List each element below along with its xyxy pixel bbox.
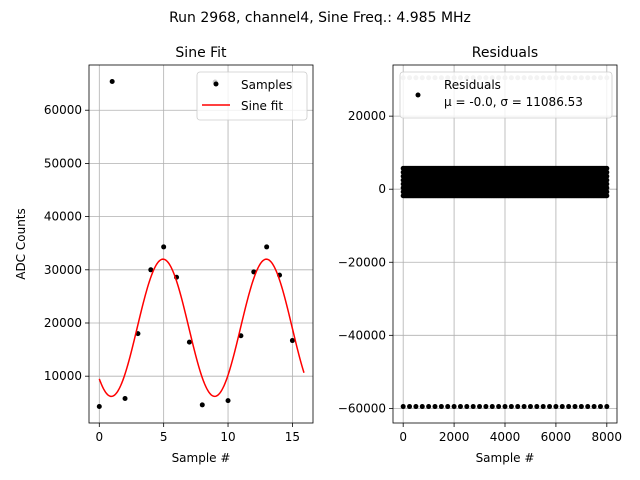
sine-fit-xtick-label: 5 <box>160 430 168 444</box>
residual-outlier-point <box>483 404 489 410</box>
sine-fit-ytick-label: 10000 <box>44 369 82 383</box>
sine-fit-ticks: 0 5 10 15 10000 20000 30000 40000 50000 60000 <box>44 103 300 444</box>
residual-point <box>604 189 610 195</box>
sine-fit-ytick-label: 20000 <box>44 316 82 330</box>
residual-outlier-point <box>470 404 476 410</box>
sample-point <box>109 78 115 84</box>
residuals-xtick-label: 4000 <box>490 430 521 444</box>
sine-fit-line <box>98 258 305 398</box>
residual-outlier-point <box>477 404 483 410</box>
residual-outlier-point <box>464 404 470 410</box>
sine-fit-axes: 0 5 10 15 10000 20000 30000 40000 50000 60000 Sin… <box>14 45 314 465</box>
residuals-ytick-label: 20000 <box>348 109 386 123</box>
legend-residuals-marker <box>415 92 421 98</box>
sine-fit-legend-box <box>196 71 308 121</box>
residual-outlier-point <box>540 404 546 410</box>
residual-outlier-point <box>566 404 572 410</box>
residual-outlier-point <box>591 404 597 410</box>
residual-outlier-point <box>432 404 438 410</box>
residuals-xtick-label: 0 <box>399 430 407 444</box>
sample-point <box>289 338 295 344</box>
sample-point <box>96 404 102 410</box>
sample-point <box>186 339 192 345</box>
residuals-axes: 0 2000 4000 6000 8000 −60000 −40000 −20000 0 2000… <box>338 45 622 465</box>
residuals-ytick-label: −40000 <box>338 328 386 342</box>
sine-fit-ylabel: ADC Counts <box>14 208 28 280</box>
residual-outlier-point <box>572 404 578 410</box>
residuals-ytick-label: −60000 <box>338 401 386 415</box>
sine-fit-xtick-label: 15 <box>285 430 300 444</box>
residual-outlier-point <box>547 404 553 410</box>
residuals-title: Residuals <box>472 45 538 61</box>
legend-sine-fit-label: Sine fit <box>241 99 283 113</box>
sample-point <box>199 402 205 408</box>
sample-point <box>148 267 154 273</box>
residual-point <box>604 181 610 187</box>
residual-outlier-point <box>604 404 610 410</box>
residual-outlier-point <box>527 404 533 410</box>
residual-outlier-point <box>445 404 451 410</box>
sine-fit-ytick-label: 30000 <box>44 263 82 277</box>
residuals-grid <box>393 65 617 423</box>
residuals-legend: Residuals μ = -0.0, σ = 11086.53 <box>399 71 613 119</box>
legend-residuals-label: Residuals <box>444 78 501 92</box>
residuals-xtick-label: 8000 <box>592 430 623 444</box>
residual-outlier-point <box>559 404 565 410</box>
residual-point <box>604 165 610 171</box>
residuals-ytick-label: 0 <box>378 182 386 196</box>
residual-outlier-point <box>400 404 406 410</box>
residual-outlier-point <box>502 404 508 410</box>
residual-outlier-point <box>407 404 413 410</box>
residual-outlier-point <box>585 404 591 410</box>
sine-fit-legend: Samples Sine fit <box>196 71 308 121</box>
sine-fit-xtick-label: 0 <box>95 430 103 444</box>
residual-outlier-point <box>597 404 603 410</box>
sine-fit-ytick-label: 40000 <box>44 210 82 224</box>
residuals-legend-box <box>399 71 613 119</box>
figure-title: Run 2968, channel4, Sine Freq.: 4.985 MH… <box>169 10 471 26</box>
residual-outlier-point <box>534 404 540 410</box>
residuals-xtick-label: 2000 <box>439 430 470 444</box>
residual-outlier-point <box>515 404 521 410</box>
legend-residuals-stats: μ = -0.0, σ = 11086.53 <box>444 95 583 109</box>
sample-point <box>122 396 128 402</box>
legend-samples-label: Samples <box>241 78 292 92</box>
sine-fit-ytick-label: 50000 <box>44 156 82 170</box>
sample-point <box>161 244 167 250</box>
residuals-ticks: 0 2000 4000 6000 8000 −60000 −40000 −20000 0 2000… <box>338 109 622 444</box>
residuals-xtick-label: 6000 <box>541 430 572 444</box>
residual-outlier-point <box>413 404 419 410</box>
sine-fit-ytick-label: 60000 <box>44 103 82 117</box>
residual-point <box>604 193 610 199</box>
sine-fit-title: Sine Fit <box>175 45 227 61</box>
residual-outlier-point <box>451 404 457 410</box>
sample-point <box>225 398 231 404</box>
residual-point <box>604 173 610 179</box>
residual-outlier-point <box>419 404 425 410</box>
sine-fit-xtick-label: 10 <box>220 430 235 444</box>
residual-outlier-point <box>508 404 514 410</box>
residual-point <box>604 169 610 175</box>
residual-point <box>604 185 610 191</box>
residual-outlier-point <box>489 404 495 410</box>
residuals-xlabel: Sample # <box>476 451 535 465</box>
sine-fit-frame <box>88 64 314 424</box>
residual-outlier-point <box>578 404 584 410</box>
residual-outlier-point <box>553 404 559 410</box>
sample-point <box>264 244 270 250</box>
residual-outlier-point <box>438 404 444 410</box>
residual-outlier-point <box>496 404 502 410</box>
residual-point <box>604 177 610 183</box>
residuals-plot-area <box>400 75 610 410</box>
residual-outlier-point <box>426 404 432 410</box>
residual-outlier-point <box>521 404 527 410</box>
residuals-ytick-label: −20000 <box>338 255 386 269</box>
legend-samples-marker <box>213 81 219 87</box>
sine-fit-xlabel: Sample # <box>172 451 231 465</box>
residual-outlier-point <box>457 404 463 410</box>
sine-fit-plot-area <box>96 78 305 410</box>
